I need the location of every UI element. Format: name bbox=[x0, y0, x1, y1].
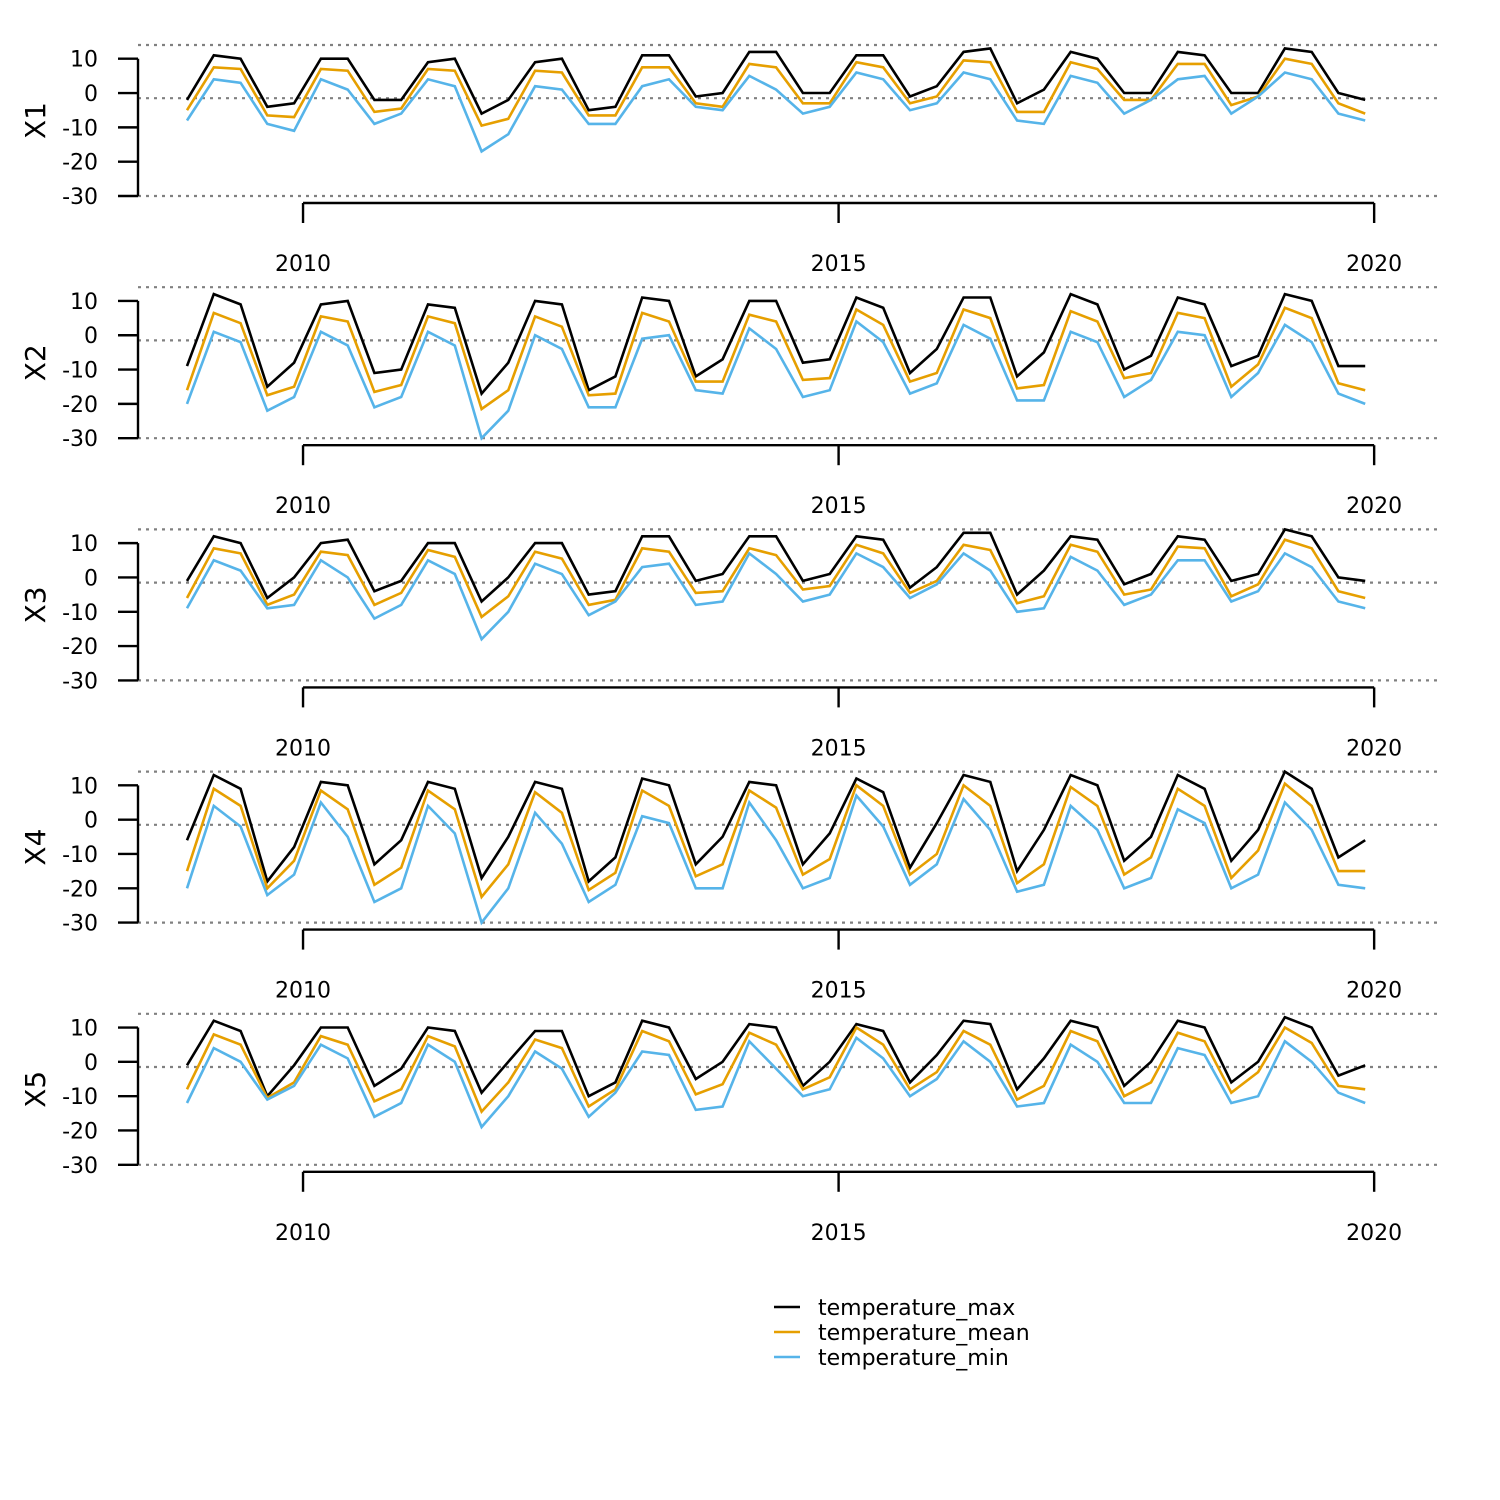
x-tick-label: 2015 bbox=[811, 979, 867, 1004]
x-tick-label: 2010 bbox=[275, 494, 331, 519]
panel-x5: 10 0 -10 -20 -30 X5 2010 2015 2020 bbox=[19, 1012, 1440, 1246]
y-tick-label: 0 bbox=[84, 566, 98, 591]
x-tick-label: 2015 bbox=[811, 1221, 867, 1246]
panel-label: X1 bbox=[19, 102, 52, 139]
panel-label: X5 bbox=[19, 1071, 52, 1108]
panel-x2: 10 0 -10 -20 -30 X2 2010 2015 2020 bbox=[19, 286, 1440, 519]
series-line-temperature-max bbox=[185, 527, 1366, 604]
y-tick-label: 10 bbox=[70, 774, 98, 799]
y-tick-label: 0 bbox=[84, 324, 98, 349]
series-line-temperature-max bbox=[185, 1015, 1366, 1099]
panel-x3: 10 0 -10 -20 -30 X3 2010 2015 2020 bbox=[19, 527, 1440, 761]
x-tick-label: 2020 bbox=[1346, 736, 1402, 761]
series-line-temperature-min bbox=[185, 319, 1366, 441]
y-tick-label: -10 bbox=[62, 1085, 98, 1110]
x-tick-label: 2010 bbox=[275, 1221, 331, 1246]
x-tick-label: 2015 bbox=[811, 252, 867, 277]
y-tick-label: -20 bbox=[62, 1119, 98, 1144]
y-tick-label: -30 bbox=[62, 912, 98, 937]
y-tick-label: -30 bbox=[62, 669, 98, 694]
legend: temperature_maxtemperature_meantemperatu… bbox=[774, 1296, 1030, 1371]
series-line-temperature-min bbox=[185, 551, 1366, 642]
y-tick-label: 0 bbox=[84, 1051, 98, 1076]
y-tick-label: -20 bbox=[62, 877, 98, 902]
x-tick-label: 2020 bbox=[1346, 1221, 1402, 1246]
y-tick-label: 10 bbox=[70, 48, 98, 73]
x-tick-label: 2015 bbox=[811, 736, 867, 761]
series-line-temperature-mean bbox=[185, 1025, 1366, 1114]
legend-label: temperature_mean bbox=[818, 1321, 1030, 1346]
panel-label: X3 bbox=[19, 586, 52, 623]
x-tick-label: 2020 bbox=[1346, 252, 1402, 277]
legend-label: temperature_max bbox=[818, 1296, 1015, 1321]
series-line-temperature-min bbox=[185, 793, 1366, 926]
y-tick-label: 10 bbox=[70, 290, 98, 315]
series-line-temperature-max bbox=[185, 769, 1366, 885]
x-tick-label: 2020 bbox=[1346, 979, 1402, 1004]
series-line-temperature-mean bbox=[185, 781, 1366, 900]
y-tick-label: -20 bbox=[62, 635, 98, 660]
legend-label: temperature_min bbox=[818, 1346, 1009, 1371]
y-tick-label: -10 bbox=[62, 116, 98, 141]
panels: 10 0 -10 -20 -30 X1 2010 2015 2020 10 0 -10 -20 -30 X2… bbox=[19, 43, 1440, 1246]
y-tick-label: -30 bbox=[62, 427, 98, 452]
y-tick-label: 10 bbox=[70, 1017, 98, 1042]
y-tick-label: -10 bbox=[62, 359, 98, 384]
y-tick-label: -30 bbox=[62, 185, 98, 210]
y-tick-label: -20 bbox=[62, 151, 98, 176]
x-tick-label: 2010 bbox=[275, 252, 331, 277]
y-tick-label: -10 bbox=[62, 843, 98, 868]
y-tick-label: 10 bbox=[70, 532, 98, 557]
y-tick-label: -20 bbox=[62, 393, 98, 418]
panel-x1: 10 0 -10 -20 -30 X1 2010 2015 2020 bbox=[19, 43, 1440, 277]
panel-label: X4 bbox=[19, 829, 52, 866]
x-tick-label: 2015 bbox=[811, 494, 867, 519]
series-line-temperature-mean bbox=[185, 306, 1366, 412]
y-tick-label: -10 bbox=[62, 601, 98, 626]
series-line-temperature-max bbox=[185, 292, 1366, 397]
series-line-temperature-max bbox=[185, 46, 1366, 116]
series-line-temperature-mean bbox=[185, 57, 1366, 128]
y-tick-label: 0 bbox=[84, 809, 98, 834]
x-tick-label: 2010 bbox=[275, 979, 331, 1004]
series-line-temperature-min bbox=[185, 71, 1366, 154]
series-line-temperature-min bbox=[185, 1035, 1366, 1130]
x-tick-label: 2020 bbox=[1346, 494, 1402, 519]
y-tick-label: 0 bbox=[84, 82, 98, 107]
series-line-temperature-mean bbox=[185, 538, 1366, 619]
y-tick-label: -30 bbox=[62, 1154, 98, 1179]
panel-x4: 10 0 -10 -20 -30 X4 2010 2015 2020 bbox=[19, 769, 1440, 1004]
x-tick-label: 2010 bbox=[275, 736, 331, 761]
panel-label: X2 bbox=[19, 344, 52, 381]
